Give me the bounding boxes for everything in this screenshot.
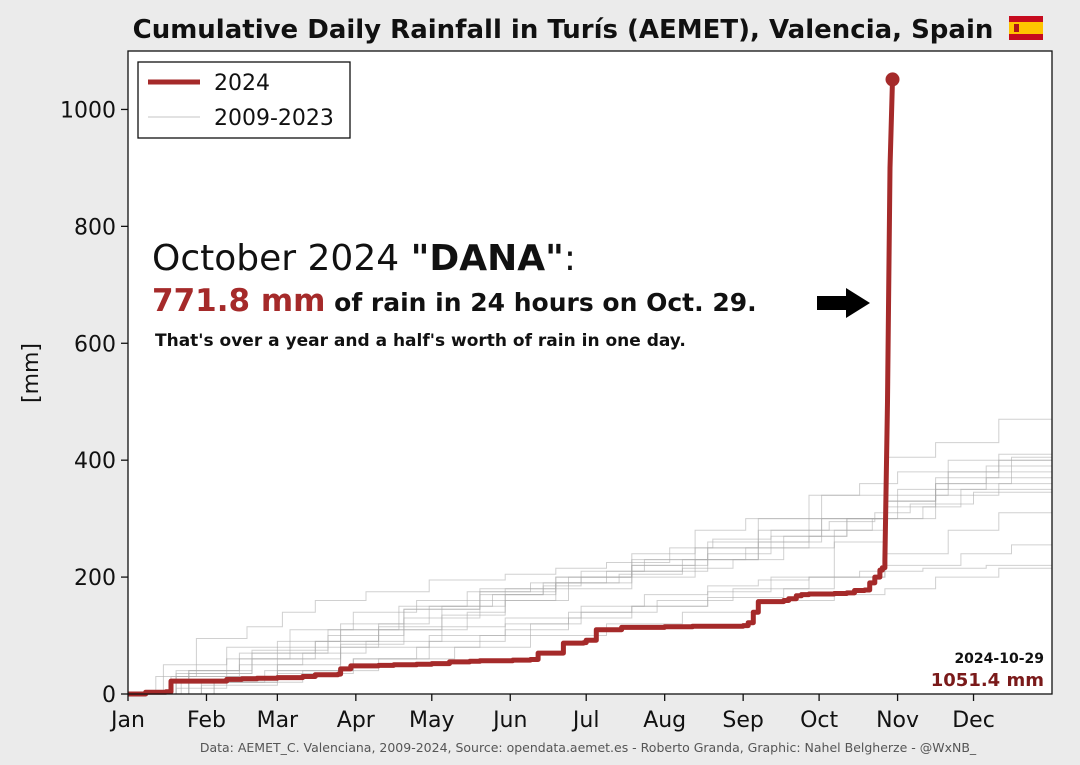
background-series-group: [128, 413, 1053, 695]
y-tick-label: 800: [74, 215, 116, 240]
x-tick-label: Jul: [571, 708, 600, 733]
footer-credits: Data: AEMET_C. Valenciana, 2009-2024, So…: [200, 740, 977, 755]
series-2024-group: [128, 72, 900, 697]
annotation-headline-prefix: October 2024: [152, 238, 411, 279]
arrow-right-icon: [817, 288, 870, 318]
annotation-subline: That's over a year and a half's worth of…: [155, 331, 686, 351]
y-tick-label: 1000: [60, 98, 116, 123]
legend-entry-2024: 2024: [214, 71, 270, 96]
legend-entry-2009-2023: 2009-2023: [214, 106, 334, 131]
y-tick-label: 0: [102, 683, 116, 708]
x-tick-label: Feb: [187, 708, 226, 733]
x-tick-label: Nov: [876, 708, 919, 733]
x-tick-label: Apr: [337, 708, 376, 733]
annotation-amount-rest: of rain in 24 hours on Oct. 29.: [325, 288, 756, 317]
plot-frame: [127, 50, 1053, 695]
annotation-headline: October 2024 "DANA":: [152, 238, 576, 279]
series-line-2009-2023-13: [128, 542, 1053, 695]
y-axis: 0 200 400 600 800 1000: [60, 98, 128, 708]
y-tick-label: 400: [74, 449, 116, 474]
endpoint-date: 2024-10-29: [954, 651, 1044, 667]
x-tick-label: Aug: [643, 708, 686, 733]
x-tick-label: Oct: [800, 708, 838, 733]
plot-area: [128, 51, 1052, 694]
legend-box: [137, 61, 351, 139]
endpoint-value: 1051.4 mm: [931, 670, 1044, 691]
chart-title: Cumulative Daily Rainfall in Turís (AEME…: [133, 15, 994, 45]
series-2024-endpoint: [885, 72, 900, 87]
x-tick-label: May: [409, 708, 454, 733]
x-axis: Jan Feb Mar Apr May Jun Jul Aug Sep Oct Nov Dec: [109, 694, 995, 733]
x-tick-label: Jan: [109, 708, 145, 733]
x-tick-label: Mar: [257, 708, 299, 733]
x-tick-label: Sep: [722, 708, 763, 733]
annotation-amount-line: 771.8 mm of rain in 24 hours on Oct. 29.: [152, 283, 757, 319]
legend: 2024 2009-2023: [137, 61, 351, 139]
annotation-amount: 771.8 mm: [152, 283, 325, 319]
spain-flag-icon: [1009, 16, 1043, 40]
y-axis-label: [mm]: [19, 343, 44, 403]
series-line-2009-2023-2: [128, 413, 1053, 695]
x-tick-label: Dec: [952, 708, 995, 733]
series-line-2024: [128, 79, 895, 697]
series-line-2009-2023-15: [128, 448, 1053, 695]
series-line-2009-2023-14: [128, 460, 1053, 695]
y-tick-label: 200: [74, 566, 116, 591]
annotation-headline-suffix: :: [564, 238, 576, 279]
x-tick-label: Jun: [491, 708, 527, 733]
series-line-2009-2023-1: [128, 483, 1053, 695]
annotation-headline-dana: "DANA": [411, 238, 564, 279]
series-line-2009-2023-10: [128, 565, 1053, 695]
y-tick-label: 600: [74, 332, 116, 357]
